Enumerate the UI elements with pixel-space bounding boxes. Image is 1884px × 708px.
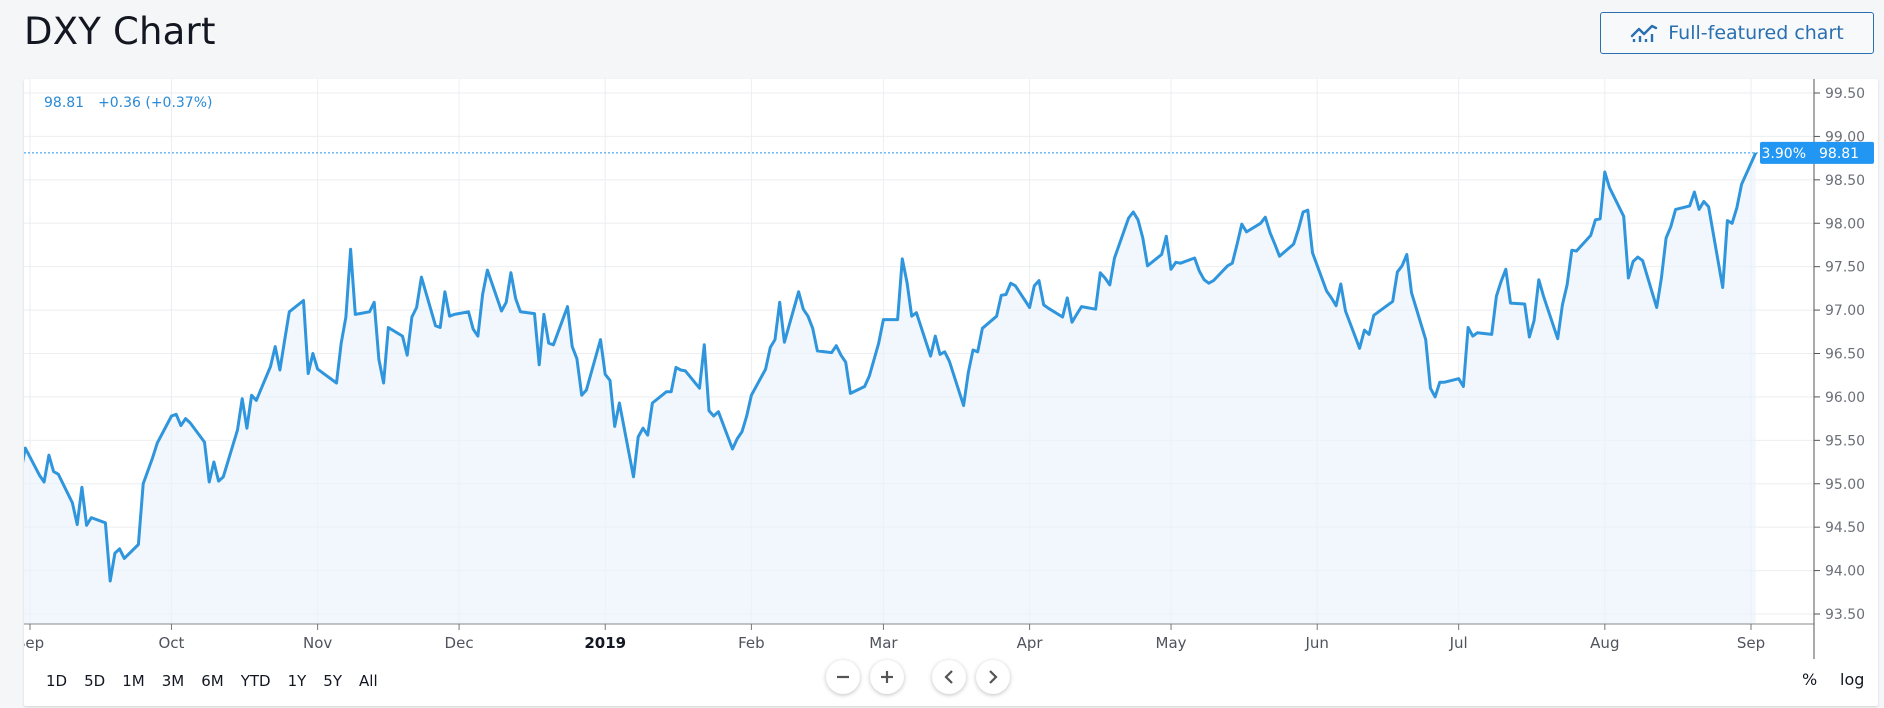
legend-price: 98.81 bbox=[44, 95, 84, 111]
range-1d[interactable]: 1D bbox=[46, 672, 68, 690]
x-tick-label: Apr bbox=[1017, 634, 1044, 652]
last-price-value: 98.81 bbox=[1819, 146, 1859, 162]
time-axis: Sep Oct Nov Dec 2019 Feb Mar Apr May Jun Jul Aug Sep bbox=[24, 624, 1765, 652]
y-tick-label: 97.00 bbox=[1825, 303, 1865, 319]
x-tick-label: Jun bbox=[1304, 634, 1328, 652]
y-tick-label: 96.00 bbox=[1825, 390, 1865, 406]
price-axis: 99.50 99.00 98.50 98.00 97.50 97.00 96.50 96.00… bbox=[1814, 86, 1865, 623]
y-tick-label: 98.00 bbox=[1825, 216, 1865, 232]
zoom-in-button[interactable] bbox=[870, 660, 904, 694]
price-chart[interactable]: 99.50 99.00 98.50 98.00 97.50 97.00 96.50 96.00… bbox=[24, 79, 1878, 706]
y-tick-label: 94.00 bbox=[1825, 564, 1865, 580]
scroll-left-button[interactable] bbox=[932, 660, 966, 694]
log-scale-button[interactable]: log bbox=[1840, 670, 1865, 689]
range-5y[interactable]: 5Y bbox=[323, 672, 343, 690]
y-tick-label: 94.50 bbox=[1825, 520, 1865, 536]
minus-icon bbox=[837, 675, 849, 679]
x-tick-label: Feb bbox=[738, 634, 765, 652]
x-tick-label: Sep bbox=[24, 634, 44, 652]
range-1y[interactable]: 1Y bbox=[287, 672, 307, 690]
y-tick-label: 99.00 bbox=[1825, 129, 1865, 145]
y-tick-label: 95.50 bbox=[1825, 433, 1865, 449]
chevron-left-icon bbox=[944, 670, 953, 684]
chevron-right-icon bbox=[989, 670, 998, 684]
y-tick-label: 93.50 bbox=[1825, 607, 1865, 623]
chart-line-icon bbox=[1631, 24, 1658, 42]
full-featured-chart-label: Full-featured chart bbox=[1668, 22, 1844, 44]
range-selector: 1D 5D 1M 3M 6M YTD 1Y 5Y All bbox=[46, 666, 395, 696]
x-tick-label: Jul bbox=[1449, 634, 1468, 652]
x-tick-label: May bbox=[1156, 634, 1187, 652]
range-all[interactable]: All bbox=[359, 672, 378, 690]
x-tick-label: Aug bbox=[1590, 634, 1619, 652]
chart-card: 99.50 99.00 98.50 98.00 97.50 97.00 96.50 96.00… bbox=[24, 79, 1878, 706]
percent-scale-button[interactable]: % bbox=[1802, 670, 1818, 689]
x-tick-label: 2019 bbox=[584, 634, 626, 652]
range-3m[interactable]: 3M bbox=[161, 672, 185, 690]
price-line bbox=[24, 152, 1758, 583]
y-tick-label: 97.50 bbox=[1825, 260, 1865, 276]
y-tick-label: 96.50 bbox=[1825, 347, 1865, 363]
x-tick-label: Oct bbox=[158, 634, 184, 652]
full-featured-chart-button[interactable]: Full-featured chart bbox=[1600, 12, 1874, 54]
y-tick-label: 98.50 bbox=[1825, 173, 1865, 189]
plus-icon bbox=[881, 671, 893, 683]
last-price-label: 3.90% 98.81 bbox=[1760, 141, 1874, 164]
scroll-right-button[interactable] bbox=[976, 660, 1010, 694]
range-ytd[interactable]: YTD bbox=[240, 672, 271, 690]
page-title: DXY Chart bbox=[24, 10, 216, 53]
range-5d[interactable]: 5D bbox=[84, 672, 106, 690]
zoom-out-button[interactable] bbox=[826, 660, 860, 694]
x-tick-label: Dec bbox=[445, 634, 474, 652]
y-tick-label: 99.50 bbox=[1825, 86, 1865, 102]
last-percent-label: 3.90% bbox=[1762, 146, 1806, 162]
legend-change: +0.36 (+0.37%) bbox=[98, 95, 212, 111]
x-tick-label: Mar bbox=[869, 634, 898, 652]
x-tick-label: Sep bbox=[1737, 634, 1765, 652]
x-tick-label: Nov bbox=[303, 634, 332, 652]
range-6m[interactable]: 6M bbox=[201, 672, 224, 690]
y-tick-label: 95.00 bbox=[1825, 477, 1865, 493]
range-1m[interactable]: 1M bbox=[122, 672, 145, 690]
price-area-fill bbox=[24, 152, 1756, 624]
